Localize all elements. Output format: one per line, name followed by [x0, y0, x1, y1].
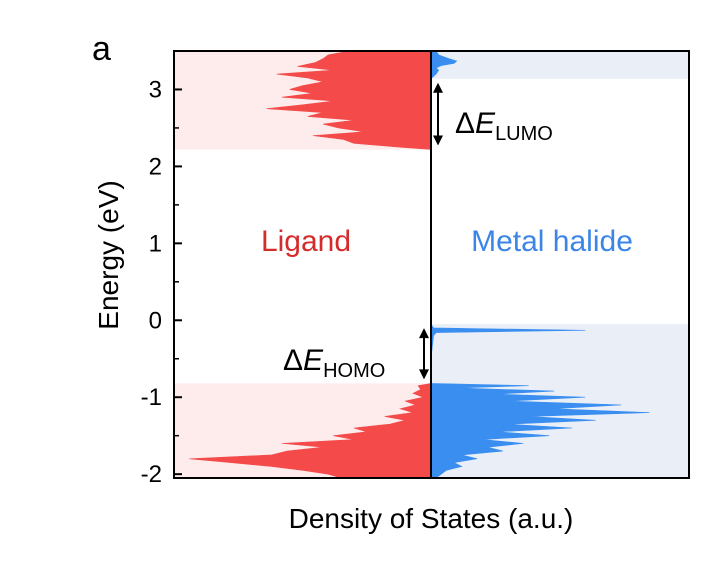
plot-frame: [173, 50, 690, 479]
y-tick-label: 3: [149, 76, 162, 103]
delta-symbol: Δ: [455, 107, 475, 140]
delta-e-lumo-label: ΔELUMO: [455, 107, 553, 145]
homo-arrow-head-top: [419, 328, 429, 339]
y-axis-ticks: -2 -1 0 1 2 3: [141, 50, 182, 488]
y-tick-label: -1: [141, 384, 162, 411]
lumo-arrow-head-bottom: [433, 135, 443, 146]
panel-label: a: [92, 30, 111, 68]
y-tick-label: -2: [141, 461, 162, 488]
ligand-label: Ligand: [261, 225, 351, 258]
metal-halide-label: Metal halide: [471, 225, 633, 258]
y-axis-title: Energy (eV): [93, 180, 124, 329]
homo-arrow-head-bottom: [419, 369, 429, 380]
lumo-subscript: LUMO: [495, 123, 553, 145]
y-tick-label: 1: [149, 230, 162, 257]
delta-arrows: [419, 82, 443, 380]
x-axis-title: Density of States (a.u.): [289, 503, 574, 534]
energy-symbol: E: [303, 344, 324, 377]
lumo-arrow-head-top: [433, 82, 443, 93]
homo-subscript: HOMO: [323, 360, 385, 382]
metal-halide-dos-area: [430, 50, 650, 479]
energy-symbol: E: [475, 107, 496, 140]
y-tick-label: 2: [149, 153, 162, 180]
metal-halide-shaded-region: [431, 51, 689, 79]
delta-symbol: Δ: [283, 344, 303, 377]
delta-e-homo-label: ΔEHOMO: [283, 344, 385, 382]
y-tick-label: 0: [149, 307, 162, 334]
